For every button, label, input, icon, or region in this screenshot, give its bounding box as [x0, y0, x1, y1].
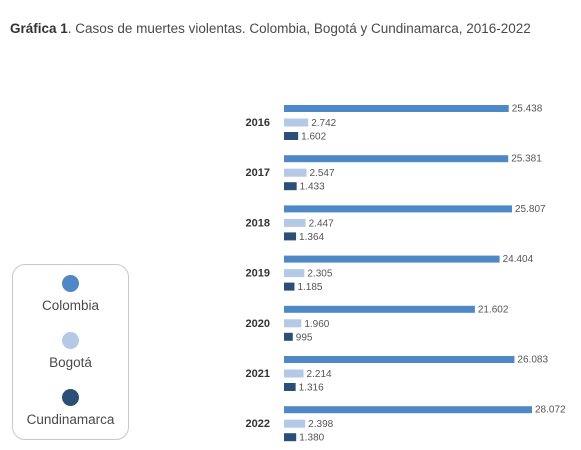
value-label-cundinamarca-2020: 995 [296, 332, 313, 343]
bar-colombia-2016 [284, 105, 509, 112]
value-label-colombia-2016: 25.438 [512, 104, 543, 115]
bar-bogota-2019 [284, 269, 305, 278]
year-label-2019: 2019 [246, 268, 270, 280]
bar-colombia-2017 [284, 155, 509, 163]
chart-title-text: . Casos de muertes violentas. Colombia, … [67, 21, 531, 36]
bar-bogota-2021 [284, 369, 304, 378]
year-label-2020: 2020 [246, 318, 270, 330]
bar-cundinamarca-2018 [284, 232, 297, 241]
value-label-cundinamarca-2019: 1.185 [297, 282, 322, 293]
value-label-colombia-2018: 25.807 [515, 204, 546, 215]
bar-cundinamarca-2020 [284, 332, 293, 341]
legend-item-bogota: Bogotá [13, 332, 128, 370]
bar-colombia-2022 [284, 406, 532, 414]
value-label-cundinamarca-2021: 1.316 [299, 383, 324, 394]
value-label-bogota-2018: 2.447 [309, 218, 334, 229]
legend-swatch-cundinamarca [62, 389, 79, 406]
bar-cundinamarca-2017 [284, 182, 297, 191]
chart-title: Gráfica 1. Casos de muertes violentas. C… [10, 21, 531, 36]
value-label-bogota-2021: 2.214 [307, 369, 332, 380]
bar-cundinamarca-2019 [284, 282, 295, 291]
value-label-bogota-2022: 2.398 [308, 419, 333, 430]
bar-cundinamarca-2016 [284, 132, 299, 140]
bar-bogota-2016 [284, 118, 309, 127]
value-label-colombia-2021: 26.083 [517, 355, 548, 366]
bar-colombia-2018 [284, 205, 512, 213]
year-label-2021: 2021 [246, 368, 270, 380]
year-label-2017: 2017 [246, 167, 270, 179]
bar-bogota-2022 [284, 419, 306, 428]
value-label-cundinamarca-2017: 1.433 [300, 182, 325, 193]
legend-label-cundinamarca: Cundinamarca [26, 412, 115, 427]
bar-colombia-2020 [284, 305, 475, 313]
value-label-bogota-2016: 2.742 [311, 118, 336, 129]
value-label-cundinamarca-2018: 1.364 [299, 232, 324, 243]
bar-bogota-2020 [284, 319, 302, 328]
year-label-2016: 2016 [246, 117, 270, 129]
legend-label-bogota: Bogotá [49, 355, 92, 370]
legend-item-colombia: Colombia [13, 275, 128, 313]
bar-bogota-2018 [284, 218, 306, 227]
year-label-2022: 2022 [246, 418, 270, 430]
legend-item-cundinamarca: Cundinamarca [13, 389, 128, 427]
legend-swatch-bogota [62, 332, 79, 349]
year-label-2018: 2018 [246, 217, 270, 229]
value-label-bogota-2020: 1.960 [304, 319, 329, 330]
legend-label-colombia: Colombia [41, 298, 100, 313]
legend-swatch-colombia [62, 275, 79, 292]
value-label-cundinamarca-2022: 1.380 [299, 433, 324, 444]
bar-bogota-2017 [284, 168, 307, 177]
value-label-cundinamarca-2016: 1.602 [301, 132, 326, 143]
value-label-colombia-2019: 24.404 [503, 254, 534, 265]
bar-colombia-2021 [284, 356, 515, 363]
value-label-bogota-2019: 2.305 [307, 269, 332, 280]
value-label-colombia-2020: 21.602 [478, 304, 509, 315]
bar-cundinamarca-2021 [284, 383, 296, 391]
bar-cundinamarca-2022 [284, 433, 297, 442]
value-label-colombia-2017: 25.381 [511, 154, 542, 165]
value-label-bogota-2017: 2.547 [310, 168, 335, 179]
legend: Colombia Bogotá Cundinamarca [12, 264, 129, 440]
value-label-colombia-2022: 28.072 [535, 405, 566, 416]
bar-colombia-2019 [284, 255, 500, 263]
chart-title-number: Gráfica 1 [10, 21, 68, 36]
